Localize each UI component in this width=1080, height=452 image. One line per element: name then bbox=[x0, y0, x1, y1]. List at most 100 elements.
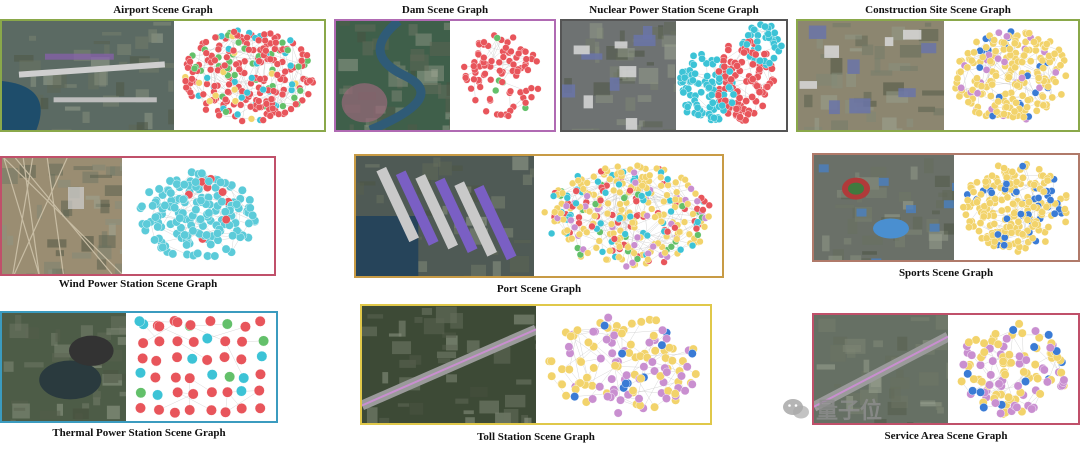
graph-node bbox=[615, 253, 623, 261]
graph-node bbox=[190, 64, 199, 73]
graph-node bbox=[1000, 164, 1008, 172]
graph-node bbox=[1019, 174, 1027, 182]
graph-node bbox=[677, 246, 685, 254]
graph-node bbox=[240, 69, 248, 77]
graph-node bbox=[994, 97, 1002, 106]
graph-node bbox=[272, 39, 280, 47]
graph-node bbox=[188, 336, 200, 348]
graph-node bbox=[166, 188, 176, 198]
graph-node bbox=[964, 98, 973, 106]
wechat-icon bbox=[783, 399, 809, 419]
graph-node bbox=[1061, 205, 1069, 213]
graph-node bbox=[260, 30, 268, 38]
satellite-image bbox=[562, 21, 676, 130]
graph-node bbox=[982, 43, 990, 52]
graph-node bbox=[657, 173, 665, 181]
graph-node bbox=[692, 225, 701, 233]
graph-node bbox=[584, 338, 593, 347]
graph-node bbox=[1056, 368, 1066, 378]
graph-node bbox=[153, 335, 165, 347]
graph-node bbox=[563, 194, 571, 202]
graph-node bbox=[288, 80, 296, 89]
graph-node bbox=[770, 29, 779, 37]
graph-node bbox=[590, 173, 598, 181]
graph-node bbox=[221, 95, 230, 104]
graph-node bbox=[566, 331, 576, 341]
graph-node bbox=[633, 233, 642, 242]
graph-node bbox=[470, 62, 478, 70]
graph-node bbox=[150, 355, 162, 367]
satellite-image bbox=[814, 315, 948, 423]
scene-graph bbox=[954, 155, 1078, 260]
graph-node bbox=[211, 56, 219, 64]
graph-node bbox=[204, 176, 214, 186]
satellite-image bbox=[814, 155, 954, 260]
graph-node bbox=[575, 378, 585, 388]
graph-node bbox=[137, 337, 149, 349]
graph-node bbox=[582, 373, 592, 383]
graph-node bbox=[267, 95, 276, 103]
graph-node bbox=[638, 192, 646, 200]
graph-node bbox=[153, 404, 165, 416]
graph-node bbox=[680, 386, 690, 396]
graph-node bbox=[1030, 38, 1038, 46]
graph-node bbox=[218, 187, 228, 197]
graph-node bbox=[636, 317, 646, 327]
graph-node bbox=[602, 256, 610, 264]
graph-node bbox=[168, 249, 178, 259]
graph-node bbox=[732, 105, 741, 113]
graph-node bbox=[259, 86, 267, 94]
graph-node bbox=[708, 99, 717, 107]
graph-node bbox=[574, 176, 582, 185]
graph-node bbox=[486, 95, 494, 103]
graph-node bbox=[677, 371, 686, 381]
graph-node bbox=[1004, 350, 1014, 360]
graph-node bbox=[986, 370, 996, 380]
graph-node bbox=[990, 237, 999, 246]
graph-node bbox=[148, 201, 158, 211]
graph-node bbox=[281, 109, 289, 117]
graph-node bbox=[994, 230, 1002, 239]
graph-node bbox=[1021, 377, 1030, 386]
graph-node bbox=[770, 54, 778, 62]
graph-node bbox=[620, 194, 628, 202]
graph-node bbox=[667, 243, 675, 251]
graph-node bbox=[630, 249, 638, 257]
graph-node bbox=[973, 198, 981, 207]
graph-node bbox=[507, 47, 515, 56]
graph-node bbox=[685, 230, 693, 238]
panel-frame bbox=[0, 311, 278, 423]
graph-node bbox=[222, 108, 230, 116]
graph-node bbox=[1023, 103, 1031, 112]
graph-node bbox=[720, 62, 729, 71]
graph-node bbox=[203, 74, 211, 82]
graph-node bbox=[595, 382, 605, 392]
graph-node bbox=[1007, 228, 1016, 237]
graph-node bbox=[658, 325, 667, 335]
graph-node bbox=[660, 258, 668, 266]
graph-node bbox=[698, 54, 706, 63]
graph-node bbox=[1006, 358, 1016, 368]
graph-node bbox=[197, 168, 207, 178]
graph-node bbox=[175, 213, 185, 223]
panel-frame bbox=[360, 304, 712, 425]
panel-frame bbox=[0, 19, 326, 132]
graph-node bbox=[471, 96, 479, 104]
graph-node bbox=[1044, 223, 1053, 231]
graph-node bbox=[617, 169, 625, 177]
graph-node bbox=[480, 38, 488, 46]
graph-node bbox=[1023, 216, 1032, 224]
graph-node bbox=[150, 235, 160, 245]
panel-frame bbox=[334, 19, 556, 132]
graph-node bbox=[206, 97, 214, 105]
graph-node bbox=[1009, 199, 1017, 208]
graph-node bbox=[976, 387, 985, 397]
graph-node bbox=[645, 338, 654, 347]
graph-node bbox=[689, 60, 698, 69]
graph-node bbox=[1032, 107, 1041, 115]
graph-node bbox=[193, 248, 203, 258]
graph-node bbox=[697, 88, 705, 97]
graph-node bbox=[661, 249, 669, 257]
scene-graph bbox=[536, 306, 710, 423]
graph-node bbox=[965, 223, 973, 232]
